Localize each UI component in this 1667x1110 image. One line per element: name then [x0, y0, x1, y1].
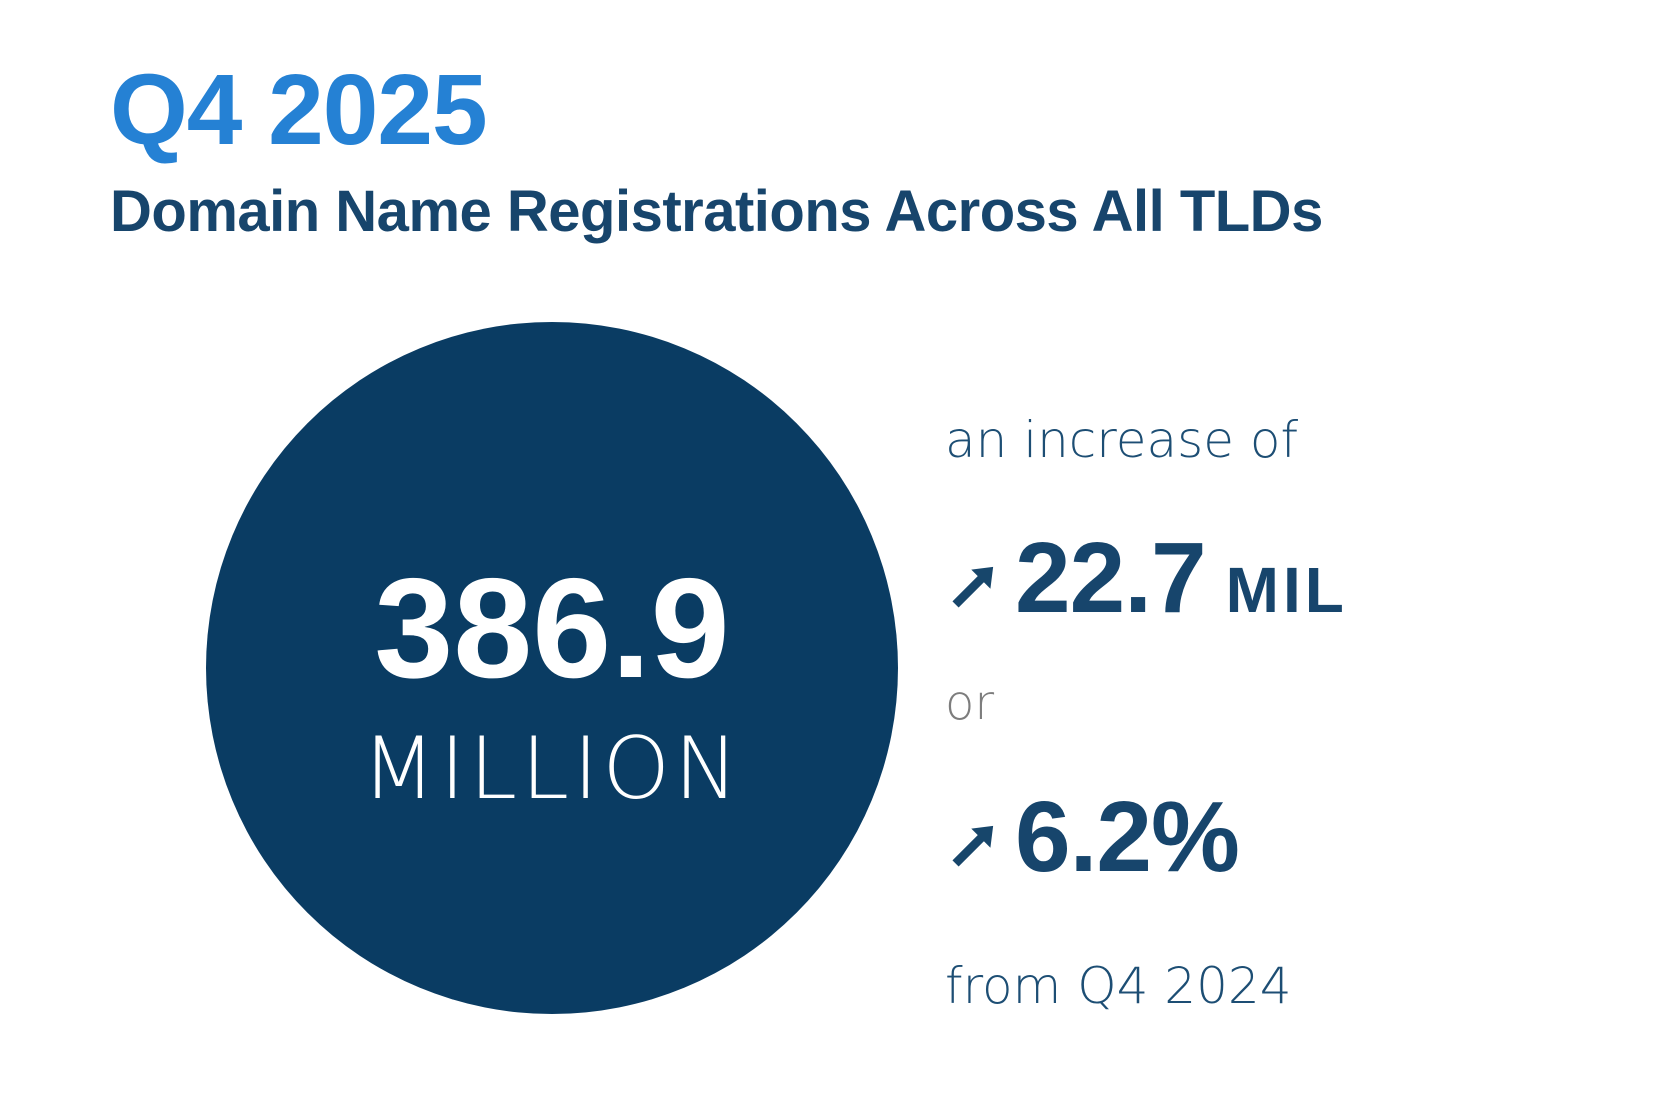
total-value: 386.9 [374, 549, 730, 708]
increase-percent-row: 6.2% [945, 781, 1240, 893]
total-registrations-circle: 386.9 MILLION [206, 322, 898, 1014]
page-title: Domain Name Registrations Across All TLD… [110, 179, 1323, 244]
total-unit: MILLION [361, 719, 743, 819]
trend-up-arrow-icon [952, 825, 994, 867]
trend-up-arrow-icon [952, 566, 994, 608]
comparison-baseline-label: from Q4 2024 [945, 957, 1292, 1015]
increase-intro-label: an increase of [945, 411, 1299, 469]
increase-percent-value: 6.2% [1015, 781, 1240, 893]
quarter-label: Q4 2025 [110, 54, 488, 166]
increase-absolute-value: 22.7 [1015, 522, 1207, 634]
increase-absolute-row: 22.7 MIL [945, 528, 1348, 628]
increase-absolute-unit: MIL [1225, 554, 1348, 626]
conjunction-label: or [945, 675, 995, 731]
